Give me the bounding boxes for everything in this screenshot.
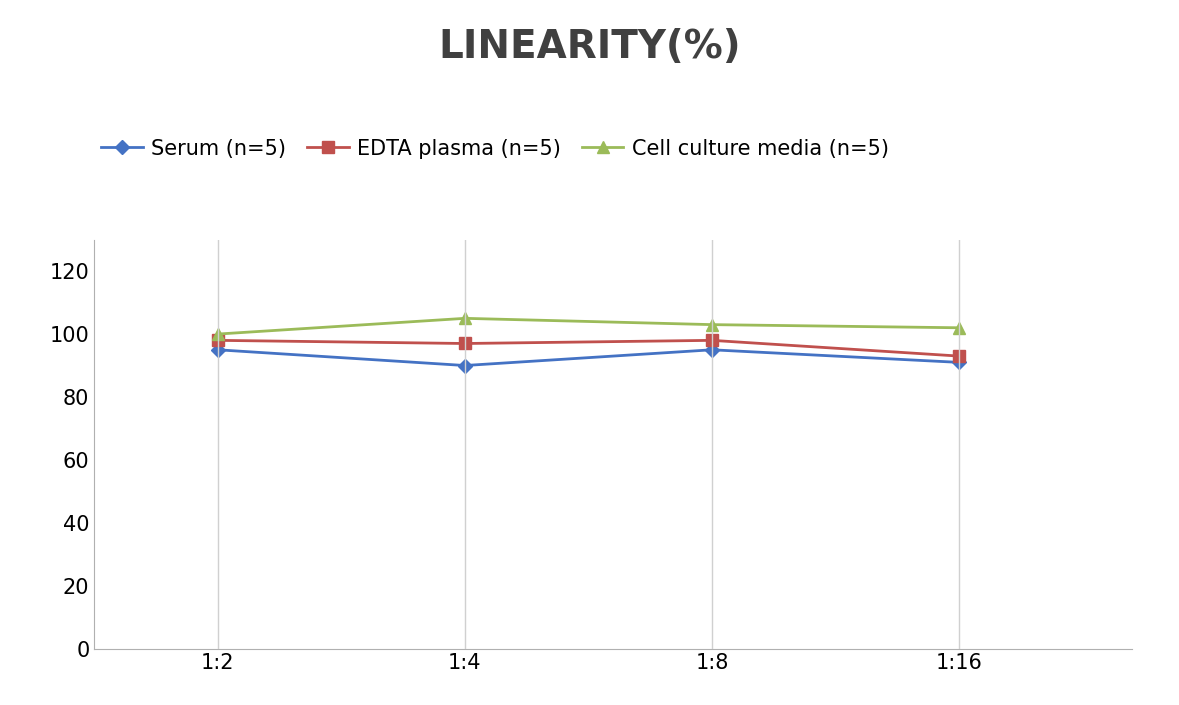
Serum (n=5): [211, 345, 225, 354]
EDTA plasma (n=5): [705, 336, 719, 345]
Cell culture media (n=5): [705, 320, 719, 329]
Cell culture media (n=5): [211, 330, 225, 338]
EDTA plasma (n=5): [211, 336, 225, 345]
Serum (n=5): [705, 345, 719, 354]
EDTA plasma (n=5): [457, 339, 472, 348]
Line: Serum (n=5): Serum (n=5): [213, 345, 963, 370]
Line: EDTA plasma (n=5): EDTA plasma (n=5): [212, 335, 964, 362]
Cell culture media (n=5): [951, 324, 966, 332]
Cell culture media (n=5): [457, 314, 472, 323]
Serum (n=5): [951, 358, 966, 367]
Line: Cell culture media (n=5): Cell culture media (n=5): [212, 313, 964, 340]
Text: LINEARITY(%): LINEARITY(%): [439, 28, 740, 66]
Legend: Serum (n=5), EDTA plasma (n=5), Cell culture media (n=5): Serum (n=5), EDTA plasma (n=5), Cell cul…: [93, 130, 897, 167]
EDTA plasma (n=5): [951, 352, 966, 360]
Serum (n=5): [457, 361, 472, 369]
